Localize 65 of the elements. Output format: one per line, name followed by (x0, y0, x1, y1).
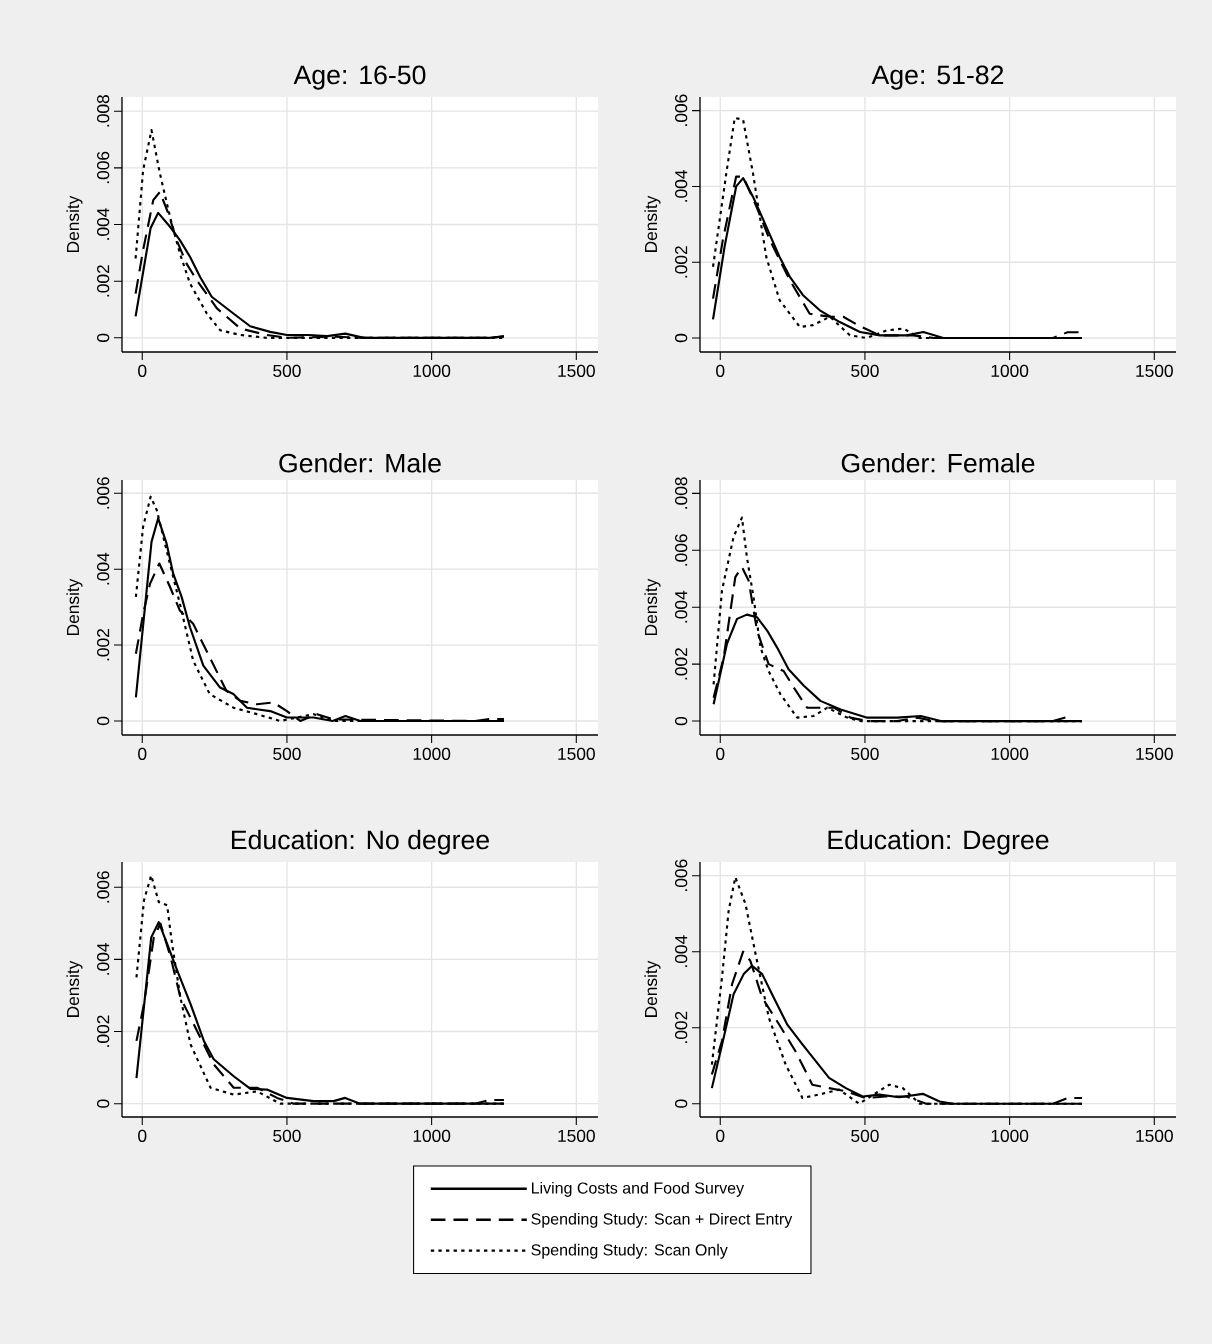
y-axis-title: Density (644, 960, 661, 1017)
y-tick-label: .004 (675, 170, 688, 202)
x-tick-label: 1000 (991, 364, 1029, 377)
y-axis-title: Density (66, 195, 83, 252)
y-tick-label: 0 (97, 333, 110, 342)
chart-title: Age: 51-82 (871, 65, 1004, 90)
y-tick-label: .006 (97, 151, 110, 184)
y-tick-label: .008 (97, 95, 110, 127)
x-tick-label: 1000 (991, 747, 1029, 760)
x-tick-label: 1500 (1136, 364, 1173, 377)
x-tick-label: 0 (138, 364, 147, 377)
x-tick-label: 500 (851, 1129, 879, 1142)
x-tick-label: 1000 (413, 364, 451, 377)
text: Living Costs and Food Survey (531, 1181, 745, 1197)
x-tick-label: 1500 (558, 747, 595, 760)
y-axis-title: Density (644, 195, 661, 252)
x-tick-label: 0 (716, 364, 725, 377)
x-tick-label: 1500 (558, 364, 595, 377)
chart-title: Education: Degree (828, 829, 1049, 855)
y-tick-label: .006 (675, 859, 688, 891)
y-tick-label: 0 (675, 716, 688, 726)
y-tick-label: .002 (97, 629, 110, 661)
x-tick-label: 0 (716, 747, 725, 760)
y-axis-title: Density (66, 960, 83, 1017)
y-tick-label: .006 (97, 477, 110, 509)
y-tick-label: 0 (97, 716, 110, 726)
x-tick-label: 500 (851, 747, 879, 760)
x-tick-label: 0 (138, 747, 147, 760)
y-tick-label: .002 (675, 648, 688, 680)
x-tick-label: 1000 (413, 1129, 451, 1142)
y-tick-label: .006 (97, 871, 110, 903)
chart-title: Education: No degree (231, 829, 489, 855)
x-tick-label: 1500 (1136, 1129, 1173, 1142)
x-tick-label: 500 (273, 1129, 301, 1142)
y-axis-title: Density (66, 578, 83, 635)
y-tick-label: .002 (97, 265, 110, 297)
y-tick-label: .002 (675, 1011, 688, 1043)
y-tick-label: 0 (97, 1099, 110, 1108)
x-tick-label: 1000 (413, 747, 451, 760)
x-tick-label: 1500 (1136, 747, 1173, 760)
chart-title: Gender: Male (279, 453, 441, 473)
y-tick-label: .008 (675, 477, 688, 509)
y-tick-label: .002 (97, 1015, 110, 1047)
chart-title: Gender: Female (841, 453, 1035, 473)
x-tick-label: 0 (138, 1129, 147, 1142)
y-tick-label: .004 (97, 208, 110, 240)
y-tick-label: 0 (675, 1099, 688, 1108)
y-tick-label: .004 (97, 943, 110, 975)
x-tick-label: 500 (273, 747, 301, 760)
x-tick-label: 0 (716, 1129, 725, 1142)
y-axis-title: Density (644, 578, 661, 635)
text: Spending Study: Scan Only (531, 1243, 728, 1259)
y-tick-label: .004 (97, 552, 110, 585)
y-tick-label: 0 (675, 333, 688, 343)
y-tick-label: .006 (675, 94, 688, 126)
x-tick-label: 500 (851, 364, 879, 377)
y-tick-label: .006 (675, 534, 688, 566)
y-tick-label: .002 (675, 246, 688, 278)
y-tick-label: .004 (675, 590, 688, 623)
x-tick-label: 1500 (558, 1129, 595, 1142)
y-tick-label: .004 (675, 935, 688, 967)
text: Spending Study: Scan + Direct Entry (531, 1212, 793, 1228)
chart-title: Age: 16-50 (293, 65, 426, 90)
x-tick-label: 1000 (991, 1129, 1029, 1142)
x-tick-label: 500 (273, 364, 301, 377)
